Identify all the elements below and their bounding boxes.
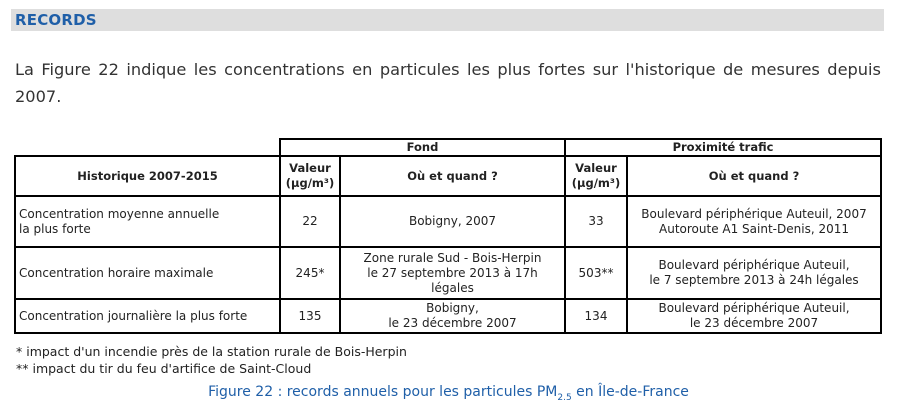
row-label-line: Concentration horaire maximale — [19, 265, 214, 280]
fond-lieu-cell: Bobigny, 2007 — [339, 195, 566, 248]
intro-paragraph: La Figure 22 indique les concentrations … — [15, 60, 881, 106]
valeur-unit: (µg/m³) — [571, 176, 621, 190]
blank-corner-cell — [15, 139, 281, 157]
trafic-lieu-cell: Boulevard périphérique Auteuil, 2007 Aut… — [625, 195, 883, 248]
col-header-fond-valeur: Valeur (µg/m³) — [279, 155, 341, 197]
fond-valeur-cell: 245* — [279, 246, 341, 300]
table-row: Concentration journalière la plus forte … — [14, 298, 883, 334]
trafic-lieu-cell: Boulevard périphérique Auteuil, le 7 sep… — [625, 246, 883, 300]
records-table: Fond Proximité trafic Historique 2007-20… — [14, 138, 883, 334]
section-header-bar: RECORDS — [11, 9, 884, 31]
trafic-lieu-line: le 7 septembre 2013 à 24h légales — [649, 273, 859, 287]
fond-lieu-line: légales — [431, 280, 474, 295]
trafic-valeur-cell: 503** — [564, 246, 628, 300]
table-row: Concentration horaire maximale 245* Zone… — [14, 246, 883, 300]
fond-valeur-cell: 135 — [279, 298, 341, 334]
valeur-label: Valeur — [575, 161, 617, 175]
col-header-fond-lieu: Où et quand ? — [339, 155, 566, 197]
table-row: Concentration moyenne annuelle la plus f… — [14, 195, 883, 248]
caption-subscript: 2.5 — [557, 392, 572, 403]
row-label-line: la plus forte — [19, 221, 91, 236]
row-label: Concentration journalière la plus forte — [14, 298, 281, 334]
trafic-lieu-line: Autoroute A1 Saint-Denis, 2011 — [659, 221, 849, 236]
trafic-lieu-line: le 23 décembre 2007 — [689, 316, 819, 330]
fond-lieu-line: le 27 septembre 2013 à 17h — [367, 265, 538, 280]
trafic-lieu-line: Boulevard périphérique Auteuil, — [658, 258, 850, 272]
fond-lieu-line: le 23 décembre 2007 — [388, 316, 517, 330]
row-label-line: Concentration moyenne annuelle — [19, 206, 220, 221]
trafic-lieu-line: Boulevard périphérique Auteuil, 2007 — [641, 206, 867, 221]
section-title: RECORDS — [15, 11, 97, 29]
col-header-trafic-valeur: Valeur (µg/m³) — [564, 155, 628, 197]
fond-lieu-cell: Zone rurale Sud - Bois-Herpin le 27 sept… — [339, 246, 566, 300]
trafic-lieu-line: Boulevard périphérique Auteuil, — [658, 301, 850, 315]
valeur-label: Valeur — [289, 161, 331, 175]
group-header-row: Fond Proximité trafic — [15, 138, 883, 157]
fond-lieu-cell: Bobigny, le 23 décembre 2007 — [339, 298, 566, 334]
caption-text: Figure 22 : records annuels pour les par… — [208, 384, 558, 400]
fond-lieu-line: Bobigny, — [426, 301, 479, 315]
valeur-unit: (µg/m³) — [285, 176, 335, 190]
trafic-valeur-cell: 134 — [564, 298, 628, 334]
trafic-lieu-cell: Boulevard périphérique Auteuil, le 23 dé… — [625, 298, 883, 334]
col-header-historique: Historique 2007-2015 — [14, 155, 281, 197]
footnotes: * impact d'un incendie près de la statio… — [16, 343, 407, 377]
fond-lieu-line: Zone rurale Sud - Bois-Herpin — [363, 250, 542, 265]
group-header-fond: Fond — [279, 138, 566, 157]
figure-caption: Figure 22 : records annuels pour les par… — [0, 384, 897, 403]
footnote: * impact d'un incendie près de la statio… — [16, 344, 407, 359]
row-label-line: Concentration journalière la plus forte — [19, 308, 248, 323]
caption-text-end: en Île-de-France — [571, 384, 689, 400]
fond-valeur-cell: 22 — [279, 195, 341, 248]
row-label: Concentration horaire maximale — [14, 246, 281, 300]
fond-lieu-line: Bobigny, 2007 — [408, 214, 497, 228]
column-header-row: Historique 2007-2015 Valeur (µg/m³) Où e… — [14, 155, 883, 197]
footnote: ** impact du tir du feu d'artifice de Sa… — [16, 361, 312, 376]
col-header-trafic-lieu: Où et quand ? — [625, 155, 883, 197]
group-header-trafic: Proximité trafic — [563, 138, 883, 157]
trafic-valeur-cell: 33 — [564, 195, 628, 248]
row-label: Concentration moyenne annuelle la plus f… — [14, 195, 281, 248]
